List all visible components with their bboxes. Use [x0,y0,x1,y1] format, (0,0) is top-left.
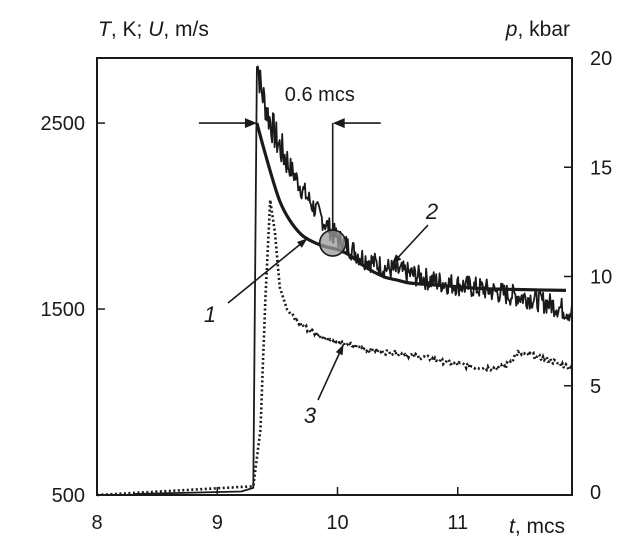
x-tick-label: 11 [447,512,468,534]
interval-arrowhead-right [332,118,345,129]
right-tick-label: 15 [590,157,612,179]
series-3-line [96,199,574,497]
x-tick-label: 10 [326,512,348,534]
right-tick-label: 0 [590,482,601,504]
x-axis-title-part: , mcs [515,515,565,538]
interval-label: 0.6 mcs [285,84,355,106]
marker-circle [318,229,347,257]
series-3-arrowhead [335,344,344,356]
left-axis-title-part: , m/s [163,18,209,41]
series-1-arrowhead [297,238,308,248]
left-axis-title-part: U [148,18,164,41]
series-2-arrowhead [391,254,402,265]
x-tick-label: 9 [212,512,223,534]
left-axis-title-part: , K; [111,18,148,41]
left-tick-label: 1500 [41,299,86,321]
series-3-label: 3 [304,403,317,428]
x-axis-title: t, mcs [509,515,565,538]
series-1-label: 1 [204,302,216,327]
series-group [96,65,574,497]
right-axis-title: p, kbar [505,18,570,41]
left-tick-label: 500 [52,485,85,507]
right-tick-label: 10 [590,267,612,289]
series-2-label: 2 [425,199,438,224]
left-tick-label: 2500 [41,113,86,135]
right-axis-ticks: 0 5 10 15 20 [564,48,612,504]
left-axis-ticks: 500 1500 2500 [41,113,105,507]
series-2-line [133,65,573,495]
left-axis-title-part: T [98,18,113,41]
x-axis-ticks: 8 9 10 11 [91,487,468,534]
right-axis-title-part: , kbar [517,18,570,41]
right-axis-title-part: p [505,18,518,41]
x-axis-title-part: t [509,515,516,538]
series-1-pointer [227,237,308,304]
left-axis-title: T, K; U, m/s [98,18,209,41]
annotations: 0.6 mcs 1 2 3 [198,84,438,428]
right-tick-label: 20 [590,48,612,70]
x-tick-label: 8 [91,512,102,534]
right-tick-label: 5 [590,376,601,398]
interval-arrowhead-left [244,118,257,129]
axis-titles: T, K; U, m/s p, kbar t, mcs [98,18,570,538]
